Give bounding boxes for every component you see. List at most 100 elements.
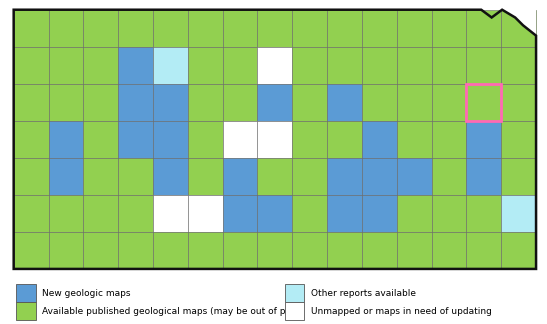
Bar [467,47,501,84]
Bar [432,158,467,195]
Bar [223,10,258,47]
Bar [16,284,36,302]
Bar [327,84,362,121]
Bar [362,158,397,195]
Bar [397,121,432,158]
Bar [49,10,83,47]
Bar [501,84,536,121]
Bar [118,232,153,269]
Bar [223,232,258,269]
Bar [83,47,118,84]
Bar [16,302,36,320]
Bar [153,232,188,269]
Bar [467,84,501,121]
Bar [467,158,501,195]
Bar [153,158,188,195]
Bar [223,47,258,84]
Bar [258,232,292,269]
Bar [432,47,467,84]
Bar [153,121,188,158]
Bar [153,10,188,47]
Bar [501,10,536,47]
Bar [286,302,305,320]
Bar [397,84,432,121]
Bar [49,232,83,269]
Bar [292,47,327,84]
Bar [467,84,501,121]
Bar [397,195,432,232]
Bar [501,232,536,269]
Bar [14,10,49,47]
Bar [223,158,258,195]
Bar [223,84,258,121]
Bar [467,195,501,232]
Bar [14,121,49,158]
Bar [14,84,49,121]
Bar [327,158,362,195]
Bar [362,84,397,121]
Bar [188,121,223,158]
Bar [118,158,153,195]
Polygon shape [502,10,536,36]
Bar [83,10,118,47]
Bar [501,158,536,195]
Text: Available published geological maps (may be out of print): Available published geological maps (may… [42,307,305,316]
Bar [362,47,397,84]
Bar [118,47,153,84]
Bar [223,121,258,158]
Bar [292,121,327,158]
Bar [432,195,467,232]
Bar [258,84,292,121]
Bar [362,195,397,232]
Bar [118,195,153,232]
Bar [397,158,432,195]
Bar [292,10,327,47]
Bar [397,10,432,47]
Bar [49,47,83,84]
Bar [258,158,292,195]
Bar [14,47,49,84]
Bar [501,47,536,84]
Bar [467,121,501,158]
Bar [49,158,83,195]
Bar [118,121,153,158]
Bar [83,232,118,269]
Bar [467,10,501,47]
Bar [327,47,362,84]
Bar [501,195,536,232]
Bar [188,84,223,121]
Bar [258,47,292,84]
Bar [327,195,362,232]
Bar [292,84,327,121]
Bar [432,232,467,269]
Bar [14,158,49,195]
Bar [83,158,118,195]
Bar [432,10,467,47]
Bar [188,158,223,195]
Bar [14,232,49,269]
Bar [83,84,118,121]
Bar [49,121,83,158]
Bar [49,195,83,232]
Bar [188,195,223,232]
Bar [153,84,188,121]
Bar [292,195,327,232]
Bar [397,232,432,269]
Bar [188,10,223,47]
Bar [83,195,118,232]
Text: New geologic maps: New geologic maps [42,289,131,298]
Text: Other reports available: Other reports available [311,289,416,298]
Bar [327,232,362,269]
Bar [501,121,536,158]
Bar [397,47,432,84]
Bar [292,158,327,195]
Bar [118,84,153,121]
Bar [258,195,292,232]
Bar [118,10,153,47]
Bar [153,195,188,232]
Bar [432,84,467,121]
Bar [362,232,397,269]
Bar [188,47,223,84]
Bar [258,10,292,47]
Bar [432,121,467,158]
